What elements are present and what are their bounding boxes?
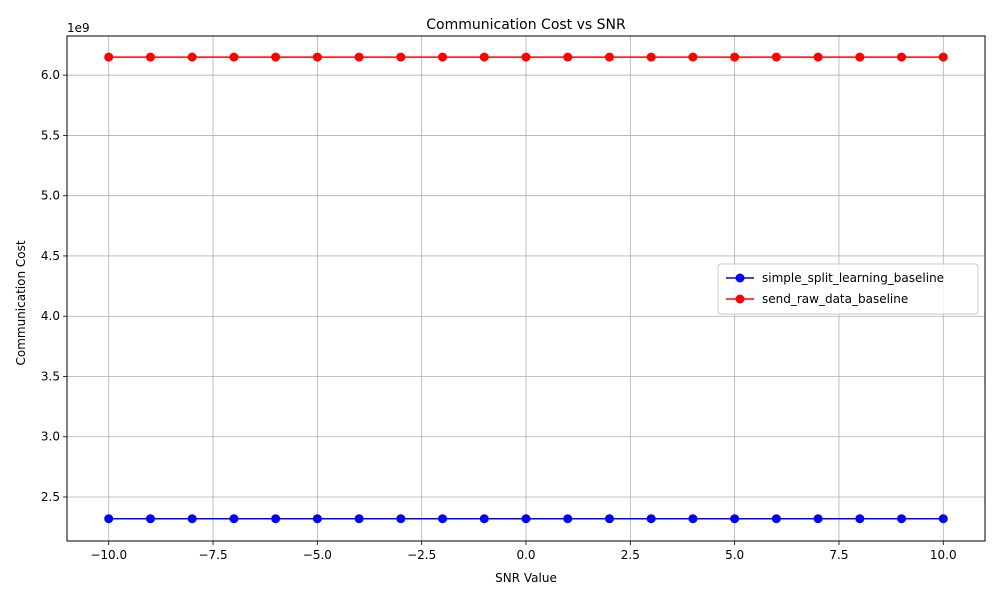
legend-marker-send-raw-data-baseline [735,294,745,304]
data-point-simple-split-learning-baseline [563,514,573,524]
data-point-send-raw-data-baseline [187,52,197,62]
series-layer [104,52,948,524]
x-tick-label: −7.5 [198,548,227,562]
data-point-send-raw-data-baseline [479,52,489,62]
y-tick-label: 5.5 [41,128,60,142]
data-point-simple-split-learning-baseline [271,514,281,524]
grid [67,36,985,541]
data-point-send-raw-data-baseline [438,52,448,62]
legend: simple_split_learning_baseline send_raw_d… [717,263,979,315]
x-tick-label: 2.5 [621,548,640,562]
data-point-send-raw-data-baseline [229,52,239,62]
data-point-simple-split-learning-baseline [312,514,322,524]
data-point-send-raw-data-baseline [563,52,573,62]
x-tick-label: −10.0 [90,548,127,562]
y-tick-label: 2.5 [41,490,60,504]
data-point-simple-split-learning-baseline [354,514,364,524]
ticks: −10.0 −7.5 −5.0 −2.5 0.0 2.5 5.0 7.5 10.0 2.5 3.0 3… [41,68,957,562]
y-tick-label: 4.0 [41,309,60,323]
y-tick-label: 3.5 [41,369,60,383]
data-point-send-raw-data-baseline [145,52,155,62]
data-point-simple-split-learning-baseline [688,514,698,524]
y-offset-label: 1e9 [67,21,90,35]
data-point-send-raw-data-baseline [646,52,656,62]
data-point-simple-split-learning-baseline [771,514,781,524]
y-tick-label: 6.0 [41,68,60,82]
data-point-simple-split-learning-baseline [730,514,740,524]
data-point-send-raw-data-baseline [104,52,114,62]
x-tick-label: −2.5 [407,548,436,562]
data-point-simple-split-learning-baseline [646,514,656,524]
data-point-send-raw-data-baseline [855,52,865,62]
x-tick-label: 10.0 [930,548,957,562]
x-tick-label: 7.5 [829,548,848,562]
data-point-send-raw-data-baseline [897,52,907,62]
data-point-send-raw-data-baseline [730,52,740,62]
data-point-send-raw-data-baseline [312,52,322,62]
y-tick-label: 4.5 [41,249,60,263]
chart-title: Communication Cost vs SNR [426,17,626,33]
data-point-simple-split-learning-baseline [938,514,948,524]
data-point-simple-split-learning-baseline [604,514,614,524]
data-point-send-raw-data-baseline [354,52,364,62]
legend-label-simple-split-learning-baseline: simple_split_learning_baseline [762,271,944,285]
x-axis-title: SNR Value [495,571,557,585]
data-point-send-raw-data-baseline [604,52,614,62]
data-point-simple-split-learning-baseline [521,514,531,524]
data-point-send-raw-data-baseline [521,52,531,62]
data-point-simple-split-learning-baseline [813,514,823,524]
legend-label-send-raw-data-baseline: send_raw_data_baseline [762,292,908,306]
data-point-simple-split-learning-baseline [479,514,489,524]
data-point-simple-split-learning-baseline [396,514,406,524]
data-point-send-raw-data-baseline [938,52,948,62]
data-point-send-raw-data-baseline [271,52,281,62]
legend-box [717,263,979,315]
data-point-send-raw-data-baseline [813,52,823,62]
data-point-simple-split-learning-baseline [187,514,197,524]
data-point-send-raw-data-baseline [396,52,406,62]
x-tick-label: −5.0 [303,548,332,562]
data-point-send-raw-data-baseline [688,52,698,62]
data-point-simple-split-learning-baseline [104,514,114,524]
x-tick-label: 0.0 [516,548,535,562]
data-point-simple-split-learning-baseline [855,514,865,524]
data-point-send-raw-data-baseline [771,52,781,62]
y-axis-title: Communication Cost [14,240,28,365]
legend-marker-simple-split-learning-baseline [735,273,745,283]
data-point-simple-split-learning-baseline [145,514,155,524]
data-point-simple-split-learning-baseline [438,514,448,524]
y-tick-label: 5.0 [41,189,60,203]
data-point-simple-split-learning-baseline [897,514,907,524]
data-point-simple-split-learning-baseline [229,514,239,524]
y-tick-label: 3.0 [41,430,60,444]
x-tick-label: 5.0 [725,548,744,562]
